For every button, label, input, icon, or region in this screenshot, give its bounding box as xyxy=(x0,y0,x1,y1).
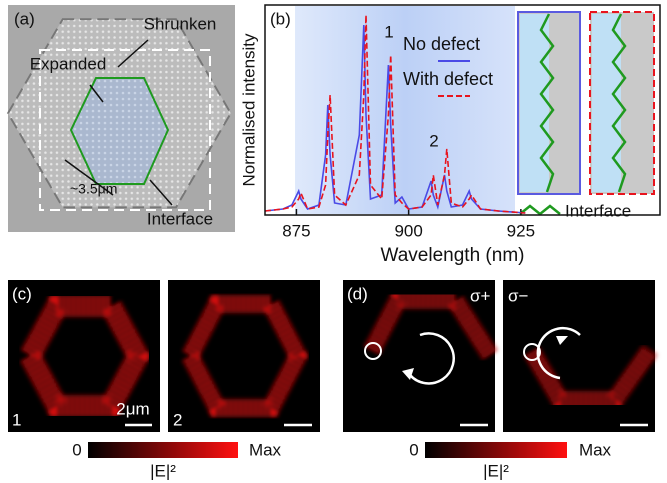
label: Expanded xyxy=(30,54,107,73)
x-tick-label: 900 xyxy=(394,221,422,240)
interface-line xyxy=(539,13,555,193)
colorbar xyxy=(425,442,567,458)
x-tick-label: 875 xyxy=(282,221,310,240)
field-ring xyxy=(179,295,309,417)
arrowhead xyxy=(402,368,414,380)
x-axis-label: Wavelength (nm) xyxy=(381,245,525,266)
label: ~3.5μm xyxy=(70,181,117,197)
colorbar-min: 0 xyxy=(72,440,81,459)
series-line xyxy=(264,24,526,214)
crop-box xyxy=(39,49,211,211)
legend-swatch xyxy=(519,204,561,216)
colorbar-label: |E|² xyxy=(483,461,509,480)
arrow xyxy=(149,179,173,206)
annotation: 2 xyxy=(429,131,438,150)
panel-c: (c) 1 2 2μm 0 Max |E|² xyxy=(8,280,320,480)
x-tick-label: 925 xyxy=(507,221,535,240)
rotation-arrow xyxy=(536,326,581,380)
panel-label: (c) xyxy=(12,284,32,303)
source xyxy=(364,342,382,360)
image-label: σ− xyxy=(508,286,528,305)
source xyxy=(523,343,541,361)
image-label: σ+ xyxy=(470,286,490,305)
rotation-arrow xyxy=(409,332,455,385)
colorbar-label: |E|² xyxy=(150,461,176,480)
scale-label: 2μm xyxy=(116,399,149,418)
panel-d: (d) σ+ σ− 0 Max |E|² xyxy=(343,280,658,480)
panel-label: (b) xyxy=(270,9,291,28)
colorbar-max: Max xyxy=(249,440,282,459)
label: Interface xyxy=(147,209,213,228)
panel-a: (a) Shrunken Expanded ~3.5μm Interface xyxy=(6,5,235,232)
label: Shrunken xyxy=(144,14,217,33)
legend-text: Interface xyxy=(565,201,631,220)
series-line xyxy=(264,14,526,214)
colorbar-max: Max xyxy=(579,440,612,459)
field-ring xyxy=(17,295,151,417)
annotation: 1 xyxy=(384,22,393,41)
panel-label: (d) xyxy=(347,284,368,303)
y-axis-label: Normalised intensity xyxy=(239,33,258,187)
field-edge xyxy=(364,291,498,360)
inset-fill xyxy=(592,14,621,192)
arrow xyxy=(89,84,104,103)
image-label: 2 xyxy=(173,410,182,429)
legend-label: With defect xyxy=(403,69,493,89)
plot-frame xyxy=(264,4,661,216)
interface-line xyxy=(611,13,627,193)
panel-label: (a) xyxy=(14,9,35,28)
arrow xyxy=(117,39,149,68)
colorbar xyxy=(88,442,238,458)
scale-line xyxy=(64,159,114,196)
legend-label: No defect xyxy=(403,34,480,54)
inset-fill xyxy=(520,14,549,192)
panel-b: Interface (b) xyxy=(270,6,655,220)
colorbar-min: 0 xyxy=(409,440,418,459)
image-label: 1 xyxy=(12,410,21,429)
arrowhead xyxy=(556,336,568,345)
field-edge xyxy=(524,344,658,409)
expanded-hex xyxy=(69,77,170,185)
